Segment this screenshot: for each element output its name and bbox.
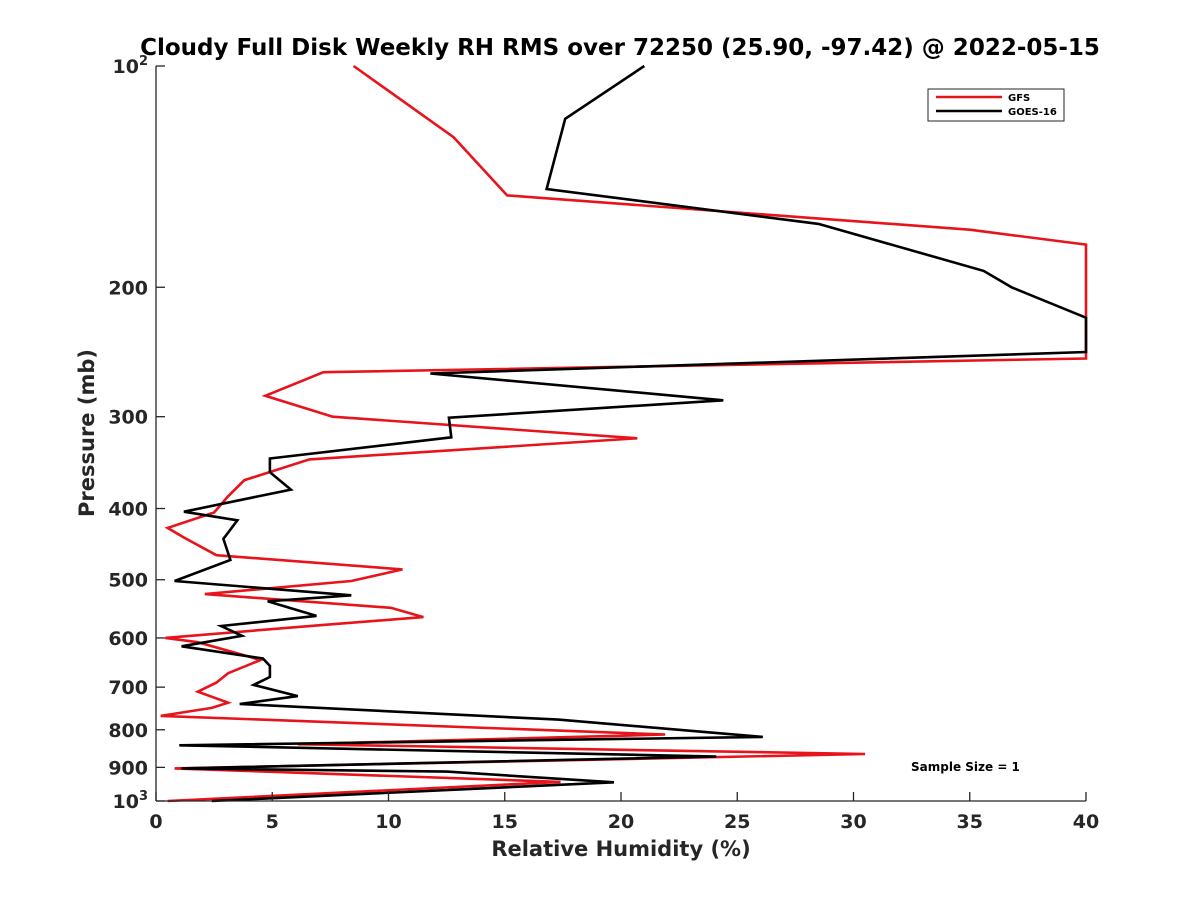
- x-tick-label: 40: [1073, 811, 1099, 833]
- y-tick-label: 600: [108, 628, 148, 650]
- legend: GFS GOES-16: [927, 88, 1065, 122]
- x-tick-label: 25: [724, 811, 750, 833]
- chart-title: Cloudy Full Disk Weekly RH RMS over 7225…: [140, 35, 1100, 61]
- x-tick-label: 20: [608, 811, 634, 833]
- y-tick-label: 900: [108, 757, 148, 779]
- x-ticks: 0 5 10 15 20 25 30 35 40: [149, 792, 1099, 833]
- series-line-gfs: [160, 64, 1088, 803]
- y-tick-label: 103: [113, 789, 149, 813]
- series-line-goes16: [174, 64, 1088, 803]
- legend-label-goes16: GOES-16: [1008, 107, 1057, 118]
- legend-label-gfs: GFS: [1008, 93, 1030, 104]
- series-layer: [160, 64, 1088, 803]
- y-tick-label: 300: [108, 407, 148, 429]
- x-tick-label: 15: [492, 811, 518, 833]
- x-tick-label: 30: [840, 811, 866, 833]
- y-axis-label: Pressure (mb): [75, 349, 99, 517]
- y-tick-label: 102: [113, 54, 149, 78]
- y-ticks: 102 200 300 400 500 600 700 800 900 103: [108, 54, 165, 813]
- x-tick-label: 0: [149, 811, 162, 833]
- x-tick-label: 35: [957, 811, 983, 833]
- y-tick-label: 200: [108, 277, 148, 299]
- x-tick-label: 5: [266, 811, 279, 833]
- y-tick-label: 800: [108, 720, 148, 742]
- y-tick-label: 500: [108, 570, 148, 592]
- x-axis-label: Relative Humidity (%): [491, 837, 750, 861]
- x-tick-label: 10: [375, 811, 401, 833]
- y-tick-label: 700: [108, 677, 148, 699]
- y-tick-label: 400: [108, 499, 148, 521]
- sample-size-annotation: Sample Size = 1: [911, 760, 1020, 774]
- legend-box: [927, 88, 1065, 122]
